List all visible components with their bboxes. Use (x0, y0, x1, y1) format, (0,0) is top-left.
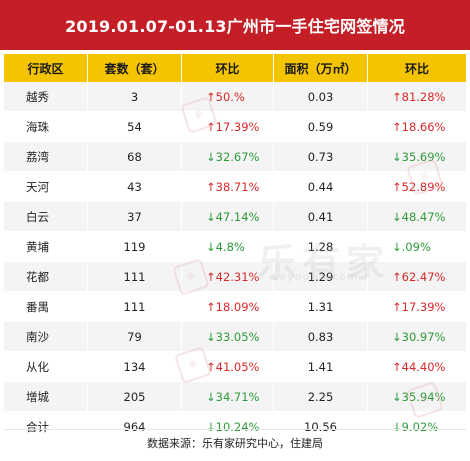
table-row: 白云 37 ↓47.14% 0.41 ↓48.47% (4, 201, 466, 231)
header-units-change: 环比 (182, 54, 274, 82)
units-change-cell: ↓33.05% (182, 322, 274, 351)
area-change-cell: ↑18.66% (368, 112, 466, 141)
footer-divider (4, 429, 466, 430)
district-cell: 黄埔 (4, 232, 88, 261)
units-change-cell: ↓32.67% (182, 142, 274, 171)
table-row: 越秀 3 ↑50.% 0.03 ↑81.28% (4, 82, 466, 111)
district-cell: 增城 (4, 382, 88, 411)
header-area: 面积（万㎡） (274, 54, 368, 82)
district-cell: 番禺 (4, 292, 88, 321)
table-body: 越秀 3 ↑50.% 0.03 ↑81.28% 海珠 54 ↑17.39% 0.59 ↑18.66… (4, 82, 466, 441)
area-cell: 0.73 (274, 142, 368, 171)
district-cell: 越秀 (4, 82, 88, 111)
data-table: 行政区 套数（套） 环比 面积（万㎡） 环比 越秀 3 ↑50.% 0.03 ↑81.2… (4, 54, 466, 441)
units-cell: 205 (88, 382, 182, 411)
units-cell: 68 (88, 142, 182, 171)
area-change-cell: ↓35.94% (368, 382, 466, 411)
units-change-cell: ↑42.31% (182, 262, 274, 291)
area-change-cell: ↓48.47% (368, 202, 466, 231)
area-change-cell: ↓35.69% (368, 142, 466, 171)
district-cell: 从化 (4, 352, 88, 381)
table-row: 从化 134 ↑41.05% 1.41 ↑44.40% (4, 351, 466, 381)
units-cell: 37 (88, 202, 182, 231)
area-cell: 2.25 (274, 382, 368, 411)
units-change-cell: ↑50.% (182, 82, 274, 111)
area-cell: 1.28 (274, 232, 368, 261)
area-change-cell: ↓30.97% (368, 322, 466, 351)
table-row: 天河 43 ↑38.71% 0.44 ↑52.89% (4, 171, 466, 201)
units-change-cell: ↓10.24% (182, 412, 274, 441)
area-change-cell: ↓9.02% (368, 412, 466, 441)
table-row: 番禺 111 ↑18.09% 1.31 ↑17.39% (4, 291, 466, 321)
units-cell: 964 (88, 412, 182, 441)
units-change-cell: ↓47.14% (182, 202, 274, 231)
units-change-cell: ↓34.71% (182, 382, 274, 411)
area-cell: 0.83 (274, 322, 368, 351)
area-change-cell: ↑52.89% (368, 172, 466, 201)
table-header-row: 行政区 套数（套） 环比 面积（万㎡） 环比 (4, 54, 466, 82)
units-cell: 111 (88, 292, 182, 321)
district-cell: 花都 (4, 262, 88, 291)
units-change-cell: ↑38.71% (182, 172, 274, 201)
area-change-cell: ↑81.28% (368, 82, 466, 111)
units-change-cell: ↓4.8% (182, 232, 274, 261)
area-cell: 1.41 (274, 352, 368, 381)
area-cell: 0.44 (274, 172, 368, 201)
header-district: 行政区 (4, 54, 88, 82)
table-row: 南沙 79 ↓33.05% 0.83 ↓30.97% (4, 321, 466, 351)
units-change-cell: ↑17.39% (182, 112, 274, 141)
table-row: 黄埔 119 ↓4.8% 1.28 ↓.09% (4, 231, 466, 261)
table-row: 花都 111 ↑42.31% 1.29 ↑62.47% (4, 261, 466, 291)
header-units: 套数（套） (88, 54, 182, 82)
district-cell: 天河 (4, 172, 88, 201)
area-cell: 0.03 (274, 82, 368, 111)
district-cell: 荔湾 (4, 142, 88, 171)
area-change-cell: ↓.09% (368, 232, 466, 261)
district-cell: 海珠 (4, 112, 88, 141)
units-cell: 111 (88, 262, 182, 291)
table-row: 海珠 54 ↑17.39% 0.59 ↑18.66% (4, 111, 466, 141)
area-change-cell: ↑62.47% (368, 262, 466, 291)
units-cell: 3 (88, 82, 182, 111)
units-cell: 54 (88, 112, 182, 141)
area-cell: 1.29 (274, 262, 368, 291)
data-source-note: 数据来源：乐有家研究中心，住建局 (147, 437, 323, 450)
table-total-row: 合计 964 ↓10.24% 10.56 ↓9.02% (4, 411, 466, 441)
area-cell: 10.56 (274, 412, 368, 441)
page-title: 2019.01.07-01.13广州市一手住宅网签情况 (0, 0, 470, 50)
area-change-cell: ↑17.39% (368, 292, 466, 321)
units-cell: 119 (88, 232, 182, 261)
units-cell: 134 (88, 352, 182, 381)
units-cell: 43 (88, 172, 182, 201)
units-change-cell: ↑18.09% (182, 292, 274, 321)
area-change-cell: ↑44.40% (368, 352, 466, 381)
area-cell: 1.31 (274, 292, 368, 321)
district-cell: 白云 (4, 202, 88, 231)
district-cell: 合计 (4, 412, 88, 441)
units-change-cell: ↑41.05% (182, 352, 274, 381)
units-cell: 79 (88, 322, 182, 351)
area-cell: 0.59 (274, 112, 368, 141)
header-area-change: 环比 (368, 54, 466, 82)
table-row: 荔湾 68 ↓32.67% 0.73 ↓35.69% (4, 141, 466, 171)
area-cell: 0.41 (274, 202, 368, 231)
district-cell: 南沙 (4, 322, 88, 351)
table-row: 增城 205 ↓34.71% 2.25 ↓35.94% (4, 381, 466, 411)
